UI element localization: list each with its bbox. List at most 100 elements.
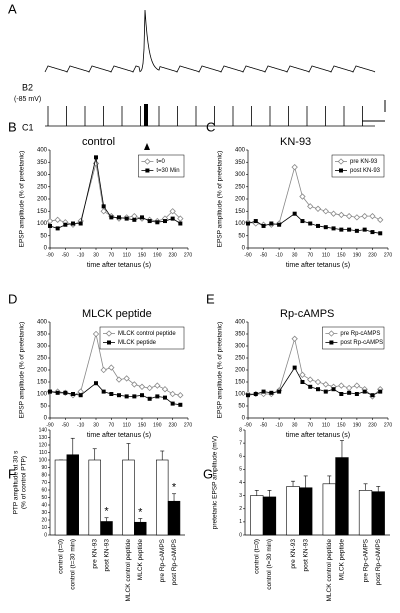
x-tick-label: control (t=30 min) [266,539,273,590]
x-tick-label: -10 [77,252,84,258]
marker [362,389,367,394]
y-axis-label: EPSP amplitude (% of pretetanic) [217,322,224,419]
marker [100,208,107,215]
marker [299,371,306,378]
y-axis-label: EPSP amplitude (% of pretetanic) [19,151,26,248]
x-tick-label: 30 [93,422,99,428]
trace-label: C1 [22,122,34,132]
x-tick-label: 70 [307,252,313,258]
marker [147,219,152,224]
x-tick-label: 230 [368,422,377,428]
y-tick-label: 200 [37,197,48,203]
bar [66,454,79,536]
marker [362,227,367,232]
marker [338,382,345,389]
series-line [247,366,381,396]
marker [339,227,344,232]
marker [132,394,137,399]
marker [100,366,107,374]
marker [115,376,123,383]
y-axis-label: (% of control PTP) [21,456,28,509]
marker [146,384,153,392]
y-tick-label: 0 [44,416,48,422]
legend-box [138,154,185,178]
bar [100,521,113,536]
marker [101,389,106,394]
marker [177,215,184,222]
marker [109,215,114,220]
y-tick-label: 110 [39,450,47,456]
y-tick-label: 400 [37,320,48,326]
marker [178,402,183,407]
marker [92,330,100,338]
y-tick-label: 200 [235,368,246,374]
marker [353,382,361,389]
marker [377,216,384,223]
marker [322,381,329,388]
marker [345,384,353,392]
marker [48,223,52,228]
y-tick-label: 100 [235,221,246,227]
y-tick-label: 350 [37,160,48,166]
x-tick-label: 30 [292,252,298,258]
bar [286,486,300,536]
legend-label: t=0 [156,159,165,165]
y-axis-label: EPSP amplitude (% of pretetanic) [217,151,224,248]
marker [314,205,322,212]
marker [138,383,146,390]
x-tick-label: control (t=30 min) [70,539,77,590]
x-tick-label: 110 [123,252,131,258]
y-tick-label: 30 [41,510,47,516]
y-tick-label: 0 [242,416,246,422]
marker [124,394,129,399]
y-tick-label: 350 [235,160,246,166]
y-tick-label: 70 [41,480,47,486]
y-tick-label: 200 [235,197,246,203]
marker [132,217,137,222]
marker [347,227,352,232]
marker [140,215,144,220]
marker [345,212,353,220]
marker [299,193,306,200]
x-tick-label: 270 [184,252,193,258]
x-tick-label: 110 [322,422,330,428]
trace-c1 [45,106,375,127]
x-tick-label: -90 [46,252,53,258]
x-tick-label: 30 [93,252,99,258]
legend-box [322,326,385,350]
panel-label: C [206,119,215,134]
y-tick-label: 0 [239,532,242,538]
bar [88,459,101,536]
marker [46,217,54,225]
marker [331,226,336,231]
marker [308,221,313,226]
x-tick-label: 30 [292,422,298,428]
marker [163,395,167,400]
y-tick-label: 150 [37,380,48,386]
legend-label: t=30 Min [156,168,179,174]
y-tick-label: 7 [239,440,242,446]
bar [262,496,277,536]
x-tick-label: 230 [368,252,377,258]
bar [335,457,349,536]
annotation: * [104,506,109,518]
y-axis-label: pretetanic EPSP amplitude (mV) [212,436,219,529]
x-tick-label: 270 [384,422,393,428]
x-axis-label: time after tetanus (s) [87,432,151,439]
trace-sublabel: (-85 mV) [14,96,41,103]
x-tick-label: 190 [153,422,162,428]
y-tick-label: 250 [37,184,48,190]
x-tick-label: 70 [307,422,313,428]
x-axis-label: time after tetanus (s) [87,262,151,269]
y-tick-label: 50 [41,495,47,501]
marker [291,335,298,342]
legend-label: MLCK peptide [118,340,157,346]
marker [291,163,298,171]
marker [117,215,121,220]
y-tick-label: 0 [242,246,246,252]
x-tick-label: 190 [153,252,162,258]
marker [353,214,361,221]
marker [261,389,266,394]
x-tick-label: -90 [46,422,53,428]
